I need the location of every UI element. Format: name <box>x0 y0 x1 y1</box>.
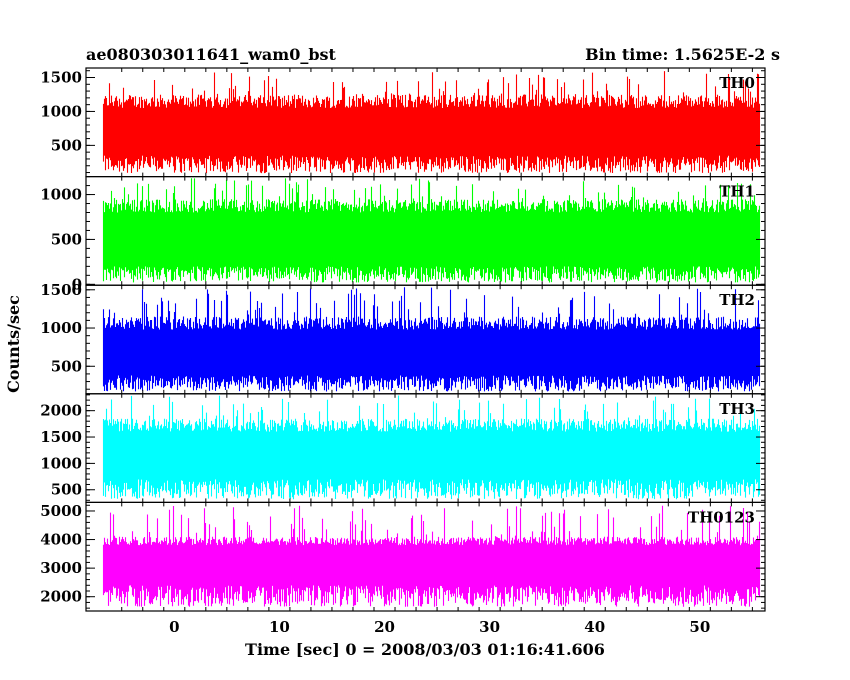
panel-th3: 500 1000 1500 2000 TH3 <box>40 393 766 503</box>
series-band-th0 <box>103 108 759 156</box>
y-tick-label: 0 <box>72 275 82 293</box>
panel-label-th3: TH3 <box>719 400 755 418</box>
panel-label-th2: TH2 <box>719 291 755 309</box>
y-tick-label: 500 <box>51 357 82 375</box>
y-tick-label: 2000 <box>40 402 82 420</box>
series-band-th3 <box>103 431 759 480</box>
panel-th2: 500 1000 1500 TH2 <box>40 281 766 395</box>
panel-th1: 0 500 1000 TH1 <box>40 176 766 293</box>
y-tick-label: 1000 <box>40 102 82 120</box>
y-tick-label: 2000 <box>40 588 82 606</box>
series-band-th1 <box>103 212 759 267</box>
y-axis-label: Counts/sec <box>4 295 23 393</box>
panel-th0: 500 1000 1500 TH0 <box>40 67 766 178</box>
panel-label-th0: TH0 <box>719 74 755 92</box>
y-tick-label: 1500 <box>40 281 82 299</box>
chart-title: ae080303011641_wam0_bst <box>86 45 337 64</box>
y-tick-label: 500 <box>51 481 82 499</box>
y-tick-label: 1500 <box>40 69 82 87</box>
y-tick-label: 500 <box>51 230 82 248</box>
x-tick-label: 30 <box>479 618 500 636</box>
y-tick-label: 1000 <box>40 454 82 472</box>
y-tick-label: 4000 <box>40 531 82 549</box>
y-tick-label: 3000 <box>40 559 82 577</box>
bin-time-label: Bin time: 1.5625E-2 s <box>585 45 780 64</box>
y-tick-label: 1000 <box>40 186 82 204</box>
x-axis-label: Time [sec] 0 = 2008/03/03 01:16:41.606 <box>245 640 605 659</box>
series-band-th2 <box>103 329 759 376</box>
panel-label-th1: TH1 <box>719 183 755 201</box>
series-band-th0123 <box>103 545 759 586</box>
x-tick-label: 0 <box>169 618 179 636</box>
y-tick-label: 1500 <box>40 428 82 446</box>
x-tick-label: 40 <box>584 618 605 636</box>
panel-th0123: 2000 3000 4000 5000 TH0123 <box>40 501 766 612</box>
y-tick-label: 5000 <box>40 502 82 520</box>
panel-label-th0123: TH0123 <box>688 508 755 526</box>
y-tick-label: 500 <box>51 136 82 154</box>
x-tick-label: 50 <box>689 618 710 636</box>
x-tick-label: 10 <box>269 618 290 636</box>
x-tick-label: 20 <box>374 618 395 636</box>
y-tick-label: 1000 <box>40 319 82 337</box>
